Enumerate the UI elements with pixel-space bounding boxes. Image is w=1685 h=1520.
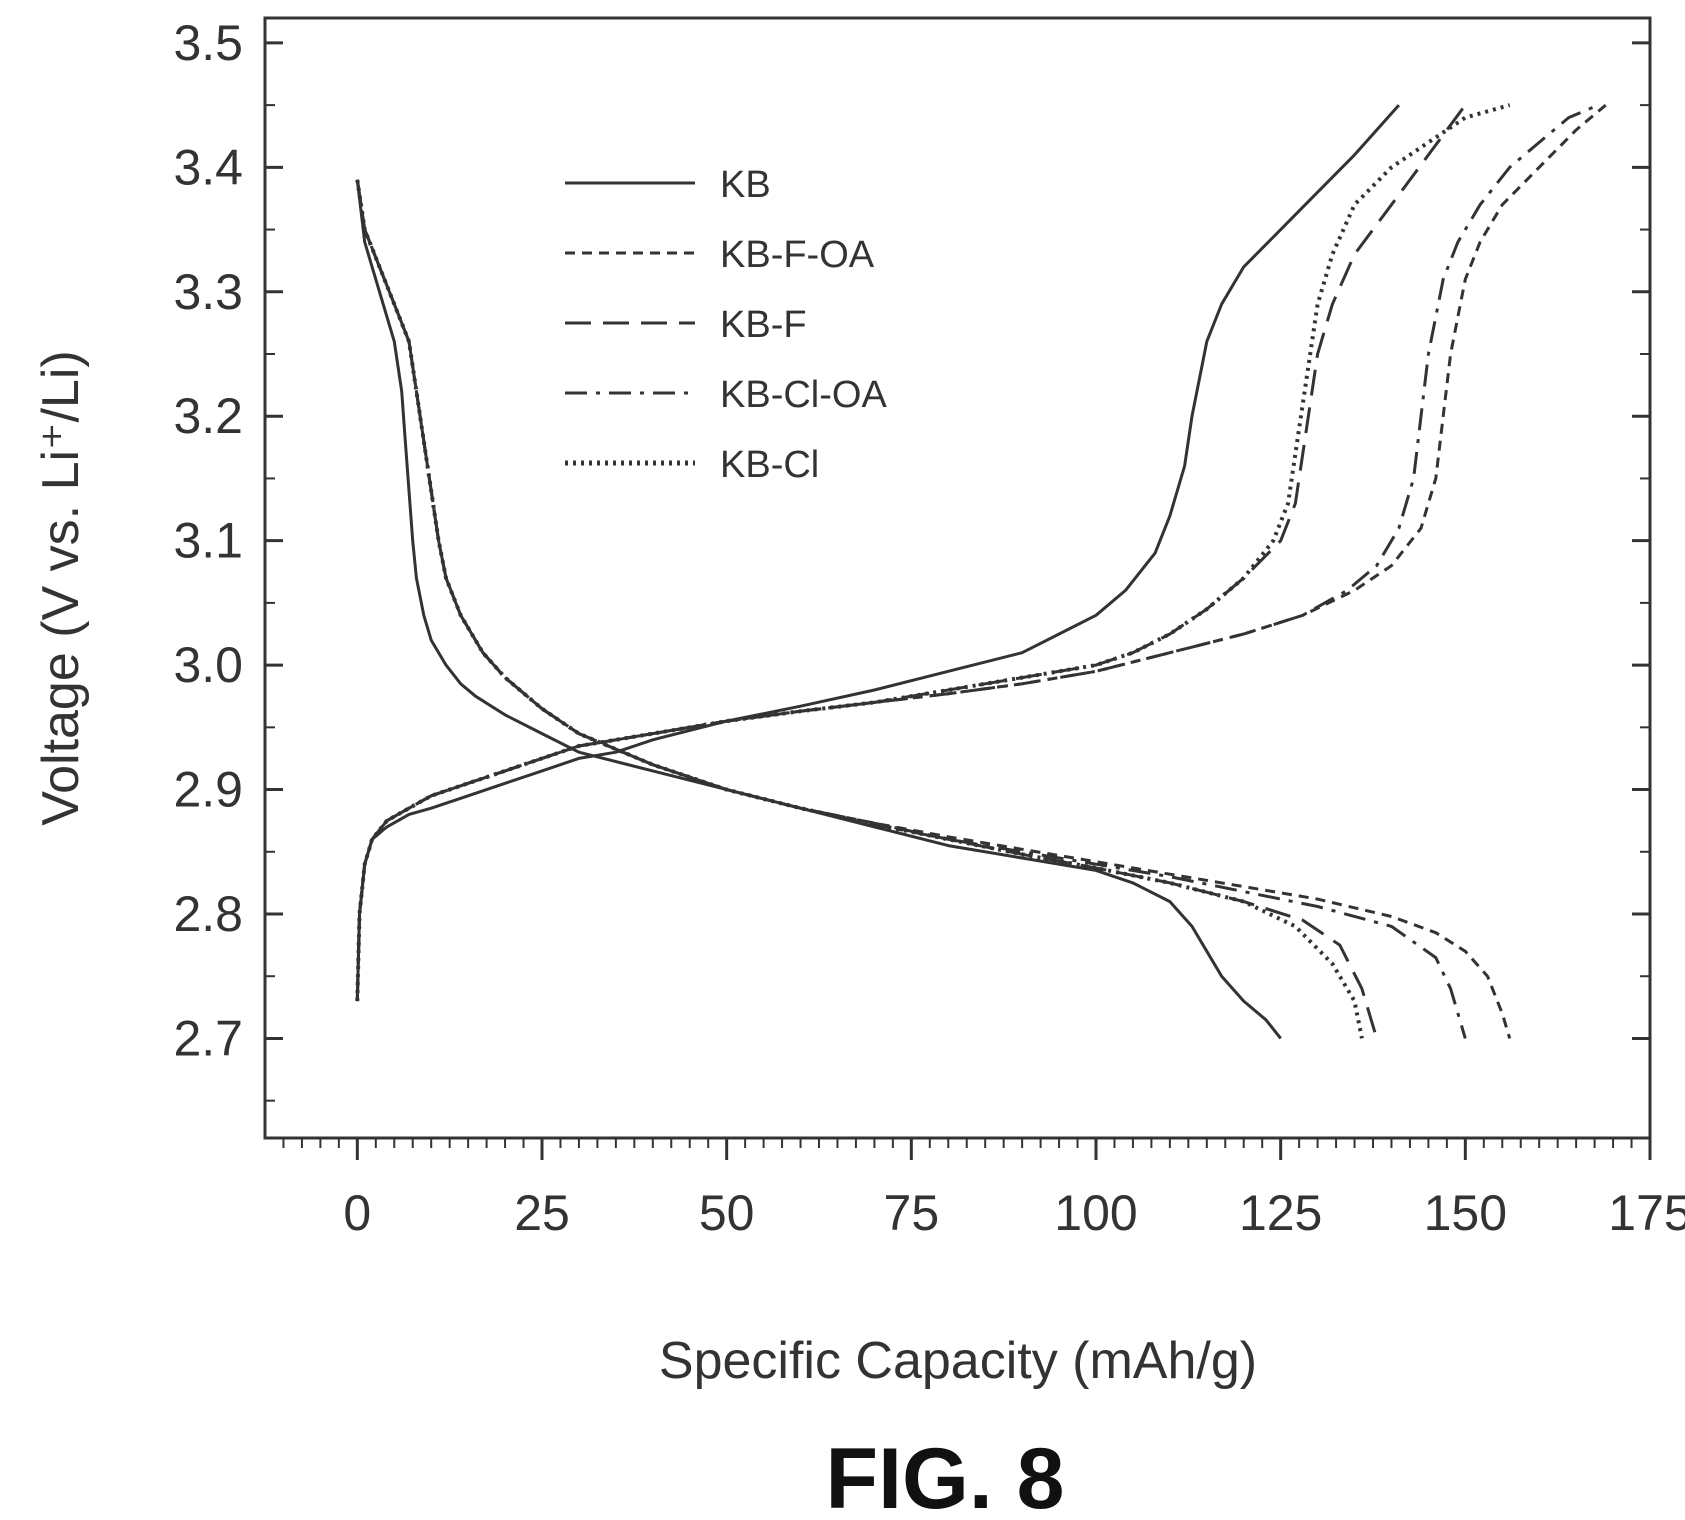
x-tick-label: 175 <box>1608 1185 1685 1241</box>
legend: KB KB-F-OA KB-F KB-Cl-OA KB-Cl <box>565 164 887 486</box>
series-line-kb-cl-oa-discharge <box>355 179 1467 1039</box>
x-tick-label: 75 <box>884 1185 940 1241</box>
y-tick-label: 3.3 <box>173 264 243 320</box>
y-tick-label: 3.0 <box>173 637 243 693</box>
x-tick-label: 50 <box>699 1185 755 1241</box>
series-line-kb-f-oa-discharge <box>355 179 1512 1039</box>
legend-label: KB-Cl-OA <box>720 374 887 416</box>
y-axis: 2.7 2.8 2.9 3.0 3.1 3.2 3.3 3.4 3.5 <box>173 15 1650 1102</box>
x-axis-title: Specific Capacity (mAh/g) <box>659 1332 1257 1390</box>
legend-label: KB-F <box>720 304 807 346</box>
series-line-kb-cl-oa-charge <box>355 103 1599 1002</box>
series-line-kb-f-oa-charge <box>355 103 1607 1002</box>
x-tick-label: 0 <box>343 1185 371 1241</box>
legend-label: KB-F-OA <box>720 234 875 276</box>
series-lines <box>355 103 1607 1040</box>
y-tick-label: 2.9 <box>173 762 243 818</box>
figure-label: FIG. 8 <box>826 1431 1065 1520</box>
y-tick-label: 3.5 <box>173 15 243 71</box>
y-tick-label: 3.2 <box>173 388 243 444</box>
plot-frame <box>263 16 1652 1140</box>
y-tick-label: 3.4 <box>173 139 243 195</box>
series-line-kb-discharge <box>355 179 1282 1040</box>
x-tick-label: 150 <box>1424 1185 1507 1241</box>
x-tick-label: 125 <box>1239 1185 1322 1241</box>
y-axis-title: Voltage (V vs. Li⁺/Li) <box>32 350 90 825</box>
series-line-kb-f-discharge <box>355 179 1379 1039</box>
series-line-kb-cl-charge <box>355 103 1511 1002</box>
legend-label: KB <box>720 164 771 206</box>
y-tick-label: 2.7 <box>173 1010 243 1066</box>
legend-label: KB-Cl <box>720 444 819 486</box>
x-tick-label: 100 <box>1054 1185 1137 1241</box>
series-line-kb-cl-discharge <box>355 179 1364 1039</box>
series-line-kb-charge <box>355 104 1401 1002</box>
x-axis: 0 25 50 75 100 125 150 175 <box>282 1138 1685 1241</box>
y-tick-label: 3.1 <box>173 513 243 569</box>
y-tick-label: 2.8 <box>173 886 243 942</box>
x-tick-label: 25 <box>514 1185 570 1241</box>
series-line-kb-f-charge <box>355 104 1467 1002</box>
